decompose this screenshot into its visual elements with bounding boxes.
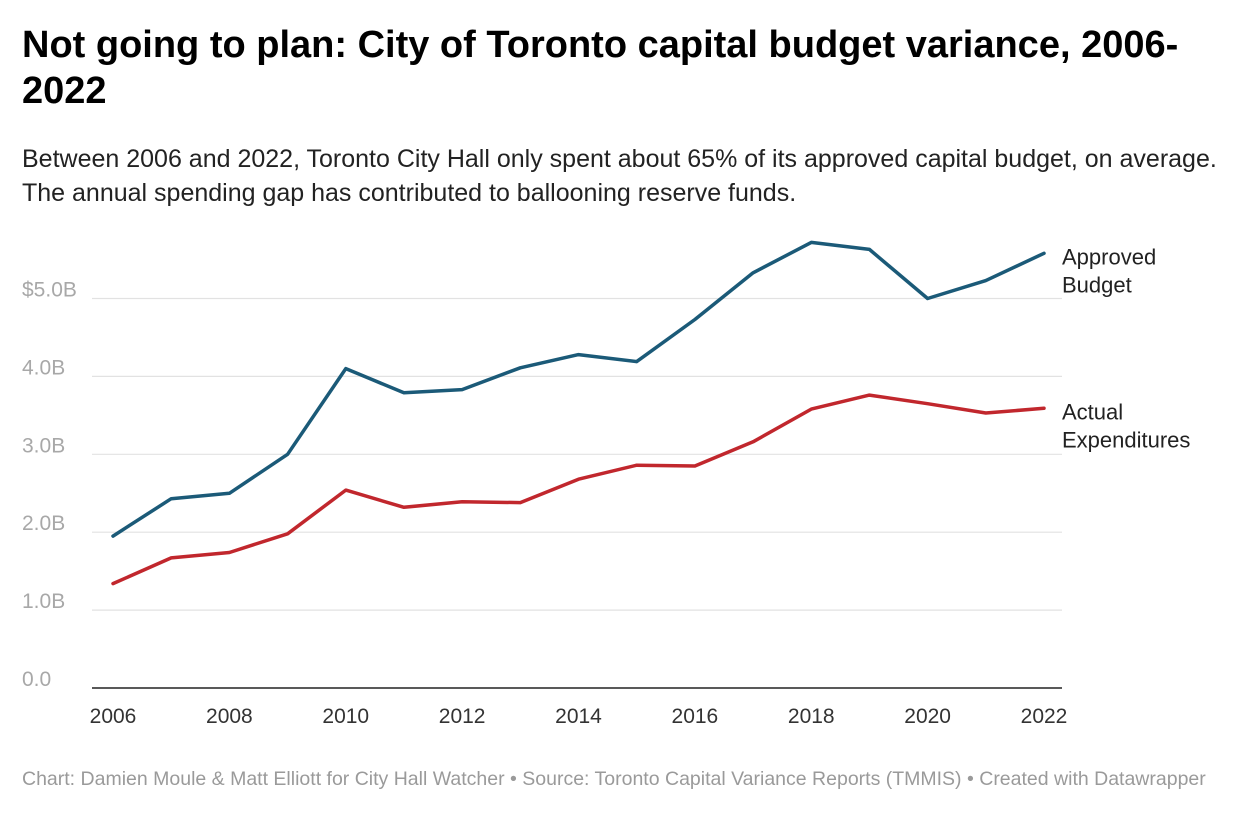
x-tick-label: 2018: [788, 705, 835, 728]
x-tick-label: 2014: [555, 705, 602, 728]
series-line-0: [111, 240, 1046, 538]
footer-credit: Chart: Damien Moule & Matt Elliott for C…: [22, 768, 505, 790]
footer-separator-2: •: [961, 768, 980, 790]
line-chart: 0.0 1.0B 2.0B 3.0B 4.0B $5.0B 2006 2008 2010 201…: [22, 240, 1190, 728]
chart-subtitle: Between 2006 and 2022, Toronto City Hall…: [22, 145, 1217, 207]
series-label: Actual: [1062, 399, 1123, 424]
y-tick-label: 4.0B: [22, 356, 65, 379]
footer-source: Source: Toronto Capital Variance Reports…: [522, 768, 962, 790]
x-tick-label: 2012: [439, 705, 486, 728]
footer-separator: •: [504, 768, 523, 790]
x-tick-label: 2020: [904, 705, 951, 728]
y-tick-label: 0.0: [22, 668, 51, 691]
series-label: Approved: [1062, 244, 1156, 269]
chart-footer: Chart: Damien Moule & Matt Elliott for C…: [22, 766, 1222, 793]
x-axis-ticks: 2006 2008 2010 2012 2014 2016 2018 2020 2022: [90, 705, 1068, 728]
x-tick-label: 2006: [90, 705, 137, 728]
footer-tool: Created with Datawrapper: [979, 768, 1206, 790]
y-tick-label: 1.0B: [22, 590, 65, 613]
series-label: Budget: [1062, 272, 1132, 297]
x-tick-label: 2010: [322, 705, 369, 728]
x-tick-label: 2022: [1021, 705, 1068, 728]
series-lines: [111, 240, 1046, 586]
y-tick-label: $5.0B: [22, 279, 77, 302]
series-labels: Approved Budget Actual Expenditures: [1062, 244, 1190, 452]
y-axis-ticks: 0.0 1.0B 2.0B 3.0B 4.0B $5.0B: [22, 279, 77, 692]
series-line-1: [111, 393, 1046, 586]
y-tick-label: 3.0B: [22, 434, 65, 457]
gridlines: [92, 297, 1062, 689]
series-label: Expenditures: [1062, 427, 1190, 452]
x-tick-label: 2008: [206, 705, 253, 728]
x-tick-label: 2016: [672, 705, 719, 728]
y-tick-label: 2.0B: [22, 512, 65, 535]
chart-title: Not going to plan: City of Toronto capit…: [22, 24, 1179, 112]
